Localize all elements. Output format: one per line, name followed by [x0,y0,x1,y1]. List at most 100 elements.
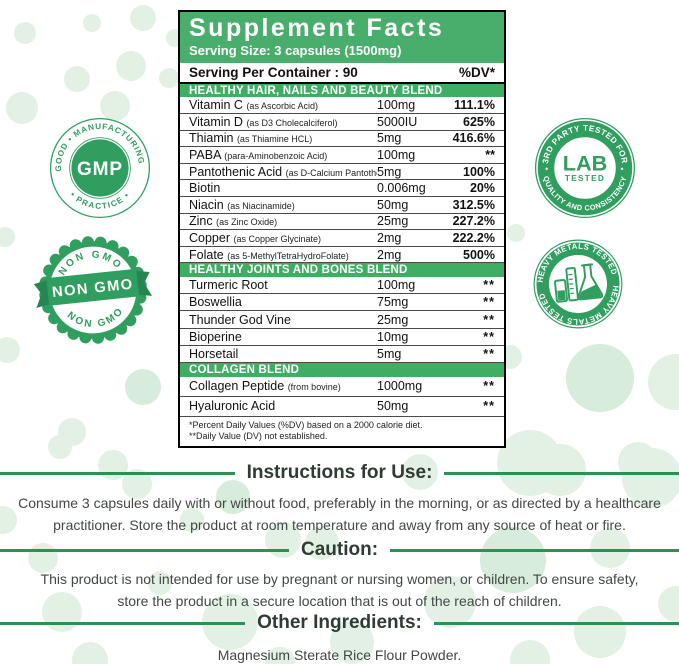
panel-footnotes: *Percent Daily Values (%DV) based on a 2… [180,417,504,446]
rule-line-right [433,621,679,625]
section-bar-joints-blend: HEALTHY JOINTS AND BONES BLEND [180,263,504,278]
nutrient-row: PABA (para-Aminobenzoic Acid) 100mg ** [180,147,504,164]
nutrient-dv: ** [485,148,495,163]
instructions-body: Consume 3 capsules daily with or without… [18,495,661,534]
nutrient-name: Turmeric Root [189,278,268,293]
nutrient-amount: 5mg [377,346,402,361]
nutrient-name: Vitamin C (as Ascorbic Acid) [189,98,318,113]
serving-size-text: Serving Size: 3 capsules (1500mg) [189,43,402,58]
nutrient-name: Boswellia [189,295,242,310]
other-ingredients-heading-text: Other Ingredients: [257,612,422,633]
nutrient-dv: ** [483,295,495,310]
nutrient-row: Biotin 0.006mg 20% [180,180,504,197]
nutrient-amount: 75mg [377,295,409,310]
nutrient-amount: 100mg [377,148,416,163]
nutrient-name: Biotin [189,181,221,196]
nutrient-amount: 25mg [377,214,409,229]
nutrient-amount: 10mg [377,329,409,344]
nutrient-dv: ** [483,329,495,344]
section-bar-label: HEALTHY JOINTS AND BONES BLEND [189,264,408,277]
panel-title: Supplement Facts [189,14,445,42]
lab-dot-right: • [621,163,624,173]
nutrient-row: Zinc (as Zinc Oxide) 25mg 227.2% [180,214,504,231]
nutrient-name: Hyaluronic Acid [189,399,276,414]
nutrient-row: Thunder God Vine 25mg ** [180,311,504,329]
other-ingredients-body: Magnesium Sterate Rice Flour Powder. [217,647,462,663]
nutrient-name: Copper (as Copper Glycinate) [189,230,322,245]
nutrient-amount: 50mg [377,399,409,414]
rule-line-left [0,548,289,552]
lab-dot-left: • [545,163,548,173]
heavy-metals-badge-icon: HEAVY METALS TESTED HEAVY METALS TESTED [532,238,624,331]
nutrient-amount: 50mg [377,197,409,212]
nutrient-dv: ** [483,278,495,293]
nutrient-row: Vitamin C (as Ascorbic Acid) 100mg 111.1… [180,97,504,115]
nutrient-amount: 100mg [377,98,416,113]
nutrient-name: Horsetail [189,346,239,361]
footnote-dv-basis: *Percent Daily Values (%DV) based on a 2… [189,419,423,430]
rule-line-left [0,621,246,625]
nutrient-dv: 100% [463,164,495,179]
nutrient-name: Bioperine [189,329,242,344]
collagen-blend-rows: Collagen Peptide (from bovine) 1000mg **… [180,377,504,417]
nutrient-row: Hyaluronic Acid 50mg ** [180,397,504,417]
nutrient-name: Vitamin D (as D3 Cholecalciferol) [189,114,338,129]
nutrient-dv: 111.1% [453,98,495,113]
serving-per-container-text: Serving Per Container : 90 [189,64,358,80]
nutrient-dv: 222.2% [452,230,495,245]
instructions-heading: Instructions for Use: [0,462,679,484]
nutrient-amount: 100mg [377,278,416,293]
rule-line-left [0,471,235,475]
nutrient-amount: 2mg [377,247,402,262]
nutrient-name: Collagen Peptide (from bovine) [189,379,341,394]
nutrient-dv: 227.2% [452,214,495,229]
nutrient-name: Thunder God Vine [189,312,291,327]
instructions-heading-text: Instructions for Use: [246,462,433,483]
serving-per-container-row: Serving Per Container : 90 %DV* [180,63,504,84]
nutrient-dv: ** [483,379,495,394]
nutrient-amount: 0.006mg [377,181,426,196]
nutrient-row: Horsetail 5mg ** [180,346,504,363]
nutrient-dv: 416.6% [452,131,495,146]
rule-line-right [444,471,679,475]
dv-column-header: %DV* [458,64,495,80]
non-gmo-badge-icon: NON GMO NON GMO NON GMO [33,236,153,344]
rule-line-right [390,548,679,552]
nutrient-row: Thiamin (as Thiamine HCL) 5mg 416.6% [180,131,504,148]
footnote-dv-not-established: **Daily Value (DV) not established. [189,431,328,442]
nutrient-row: Pantothenic Acid (as D-Calcium Pantothen… [180,164,504,181]
beauty-blend-rows: Vitamin C (as Ascorbic Acid) 100mg 111.1… [180,97,504,264]
caution-body: This product is not intended for use by … [40,571,639,610]
nutrient-amount: 2mg [377,230,402,245]
caution-heading: Caution: [0,539,679,561]
section-bar-label: COLLAGEN BLEND [189,363,300,376]
nutrient-row: Niacin (as Niacinamide) 50mg 312.5% [180,197,504,214]
nutrient-name: Zinc (as Zinc Oxide) [189,214,278,229]
nutrient-dv: ** [483,346,495,361]
nutrient-dv: 500% [463,247,495,262]
section-bar-beauty-blend: HEALTHY HAIR, NAILS AND BEAUTY BLEND [180,83,504,98]
joints-blend-rows: Turmeric Root 100mg ** Boswellia 75mg **… [180,277,504,363]
nutrient-name: Niacin (as Niacinamide) [189,197,295,212]
supplement-facts-panel: Supplement Facts Serving Size: 3 capsule… [178,10,506,448]
nutrient-name: PABA (para-Aminobenzoic Acid) [189,148,328,163]
nutrient-dv: 20% [469,181,495,196]
nutrient-amount: 5mg [377,164,402,179]
nutrient-row: Bioperine 10mg ** [180,329,504,346]
section-bar-label: HEALTHY HAIR, NAILS AND BEAUTY BLEND [189,84,443,97]
nutrient-name: Thiamin (as Thiamine HCL) [189,131,313,146]
nutrient-dv: ** [483,399,495,414]
section-bar-collagen-blend: COLLAGEN BLEND [180,362,504,377]
gmp-badge-icon: GOOD • MANUFACTURING • • PRACTICE • GMP [48,116,151,219]
nutrient-row: Vitamin D (as D3 Cholecalciferol) 5000IU… [180,114,504,131]
nutrient-row: Collagen Peptide (from bovine) 1000mg ** [180,377,504,397]
panel-header: Supplement Facts Serving Size: 3 capsule… [180,12,504,63]
nutrient-dv: ** [483,312,495,327]
lab-glassware-icon [554,263,604,303]
nutrient-name: Pantothenic Acid (as D-Calcium Pantothen… [189,164,377,179]
nutrient-name: Folate (as 5-MethylTetraHydroFolate) [189,247,349,262]
other-ingredients-heading: Other Ingredients: [0,612,679,634]
nutrient-row: Boswellia 75mg ** [180,294,504,312]
lab-center-text: LAB [563,151,608,176]
